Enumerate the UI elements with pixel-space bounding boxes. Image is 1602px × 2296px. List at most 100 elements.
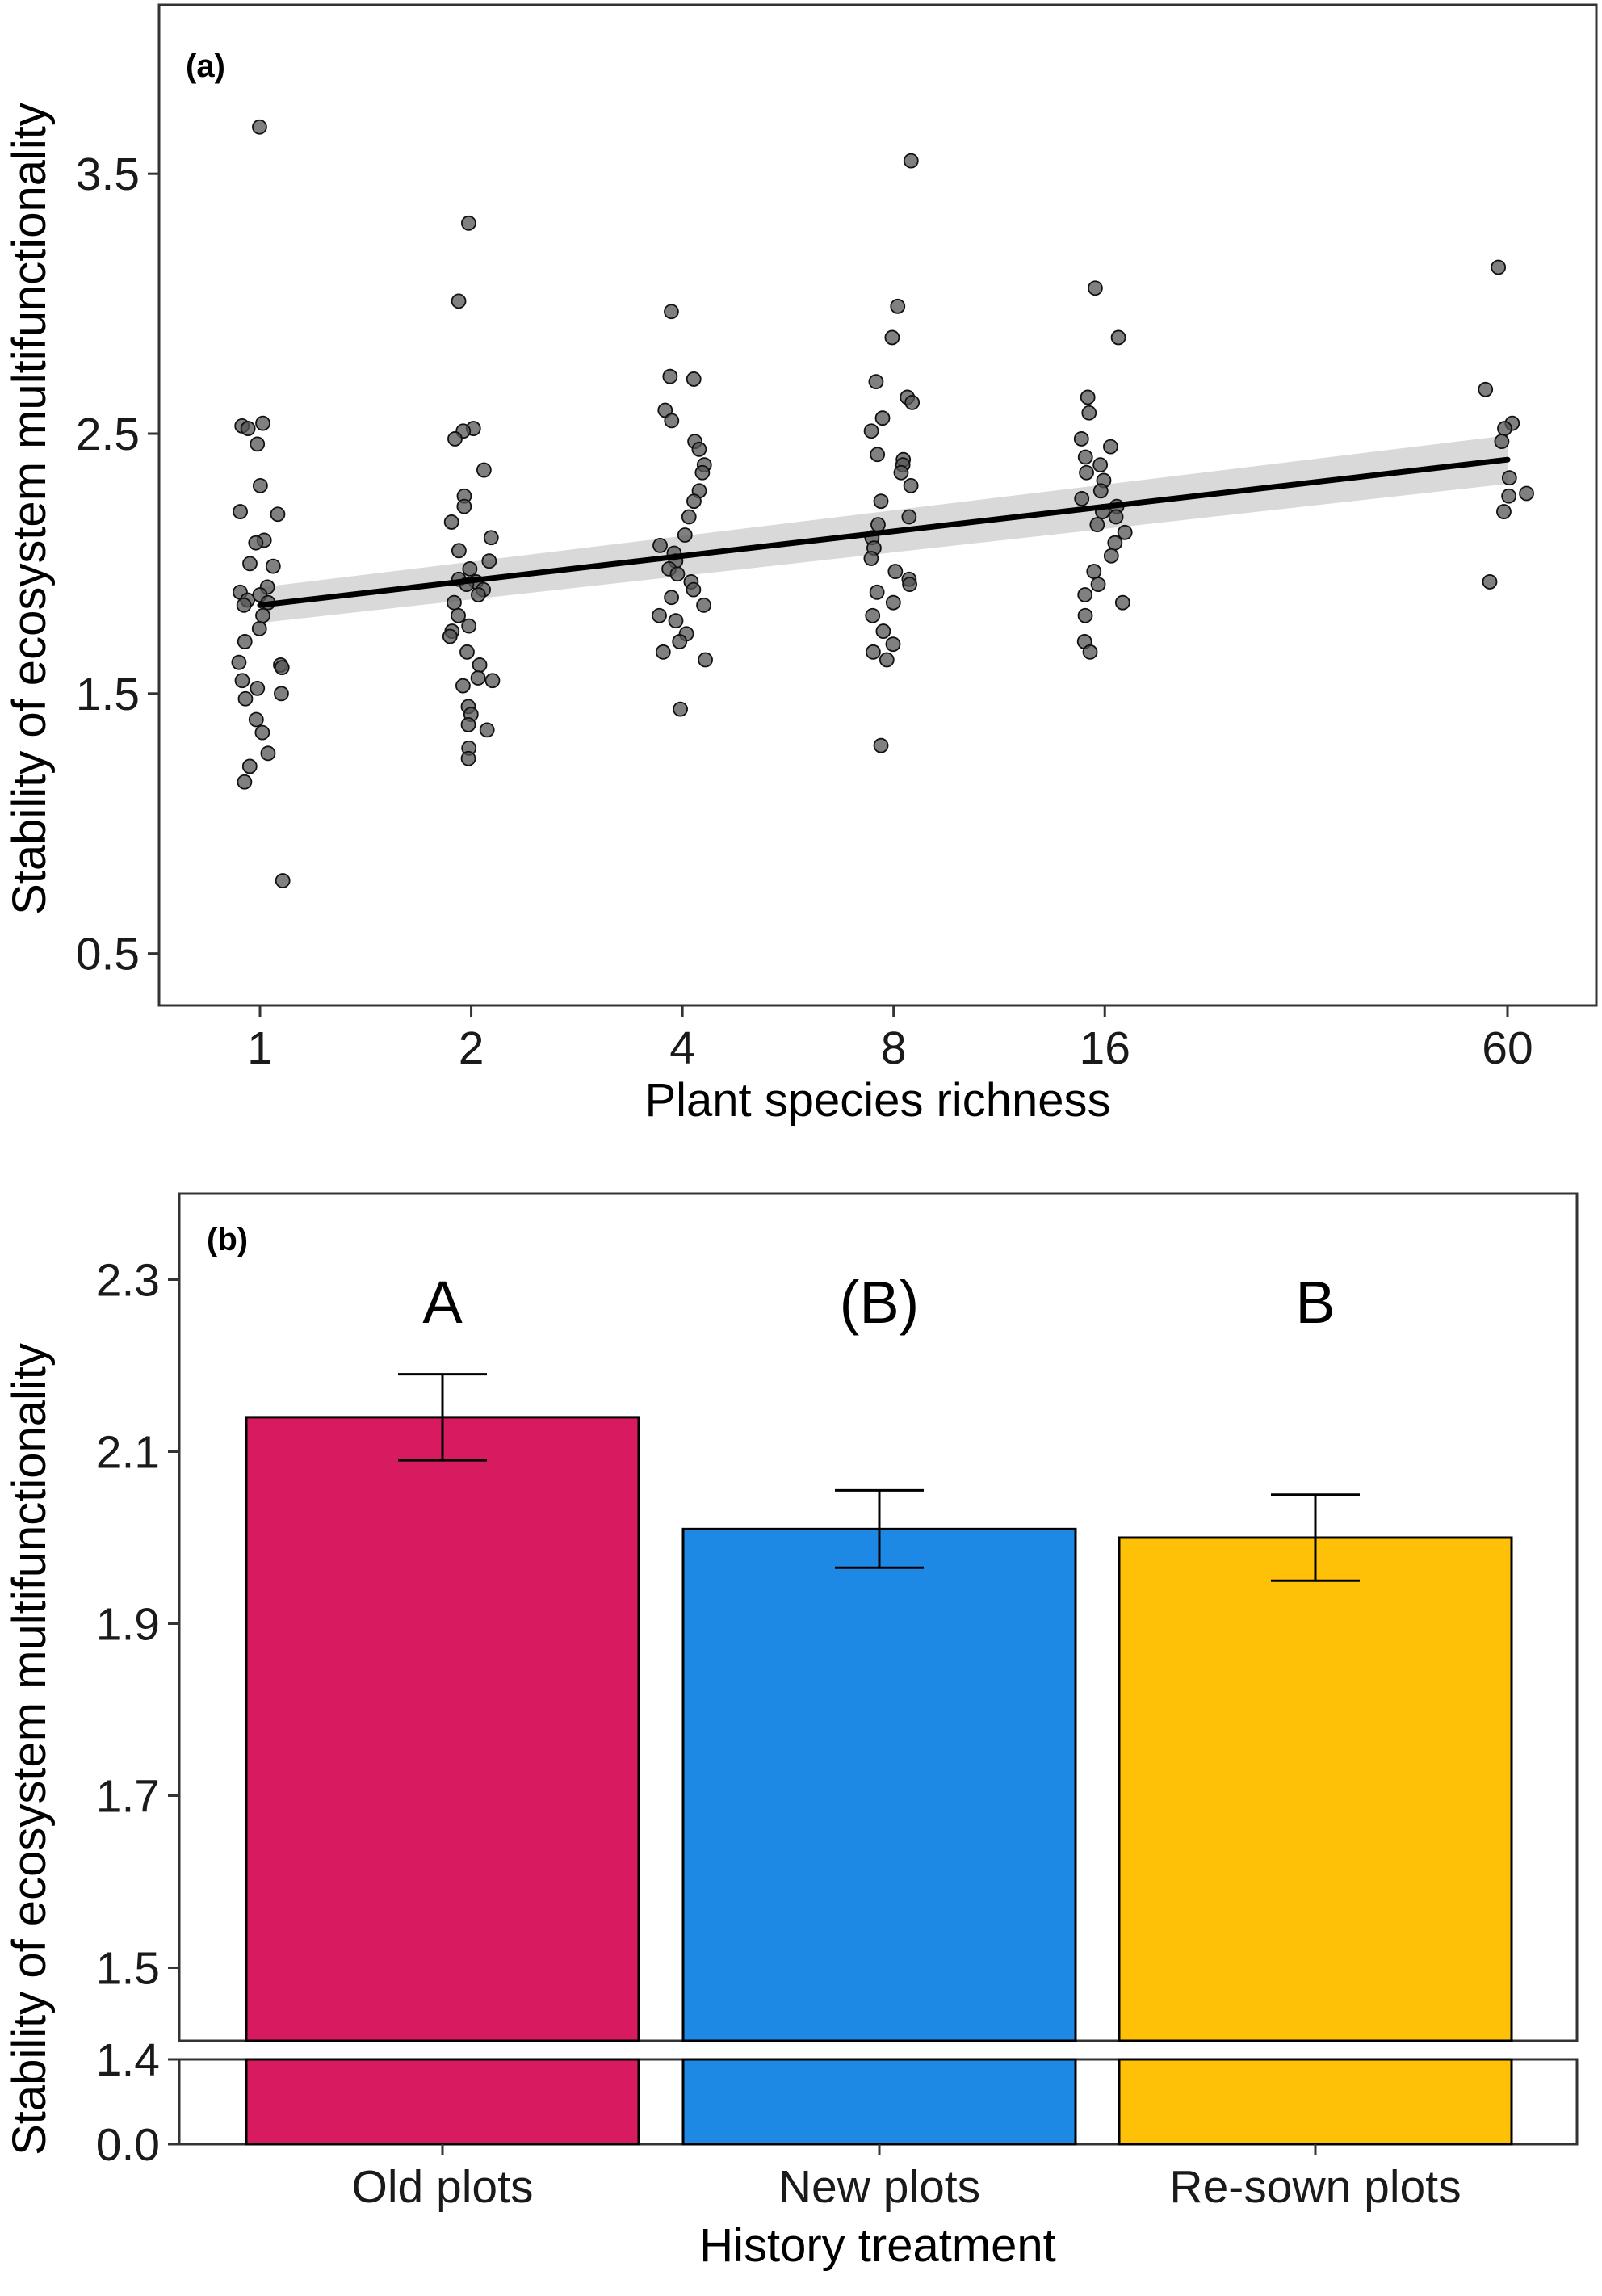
scatter-point: [873, 737, 889, 753]
scatter-point: [652, 537, 668, 553]
error-bar: [398, 1373, 487, 1462]
y-tick-label: 1.4: [96, 2034, 160, 2086]
scatter-point: [1110, 329, 1126, 346]
significance-label: (B): [840, 1269, 920, 1336]
scatter-point: [874, 410, 891, 426]
x-tick-label: New plots: [778, 2161, 980, 2213]
scatter-point: [1497, 421, 1512, 436]
scatter-point: [664, 304, 679, 320]
scatter-point: [455, 678, 471, 694]
bar-lower: [681, 2058, 1077, 2146]
scatter-point: [1089, 517, 1105, 533]
scatter-point: [875, 623, 891, 639]
y-axis-title: Stability of ecosystem multifunctionalit…: [3, 1343, 56, 2155]
scatter-point: [1501, 488, 1517, 504]
scatter-point: [1519, 485, 1534, 502]
scatter-point: [274, 686, 289, 702]
scatter-point: [255, 415, 270, 431]
scatter-point: [1081, 405, 1097, 421]
y-tick-label: 1.9: [96, 1598, 160, 1650]
scatter-point: [662, 368, 678, 384]
y-tick-label: 3.5: [76, 149, 140, 200]
scatter-point: [241, 758, 258, 774]
scatter-point: [1114, 594, 1130, 611]
scatter-point: [696, 598, 711, 613]
scatter-point: [1086, 564, 1102, 579]
scatter-point: [231, 654, 247, 670]
y-axis-ticks: 1.5 1.7 1.9 2.1 2.3 0.0 1.4: [96, 1254, 179, 2171]
scatter-point: [1491, 259, 1507, 275]
x-axis-title: History treatment: [699, 2219, 1056, 2272]
y-axis-title: Stability of ecosystem multifunctionalit…: [3, 103, 56, 915]
scatter-point: [479, 722, 495, 738]
y-tick-label: 0.0: [96, 2119, 160, 2171]
x-tick-label: 4: [669, 1022, 695, 1074]
scatter-point: [481, 553, 497, 569]
x-tick-label: 60: [1482, 1022, 1533, 1074]
y-tick-label: 2.1: [96, 1426, 160, 1478]
scatter-point: [242, 556, 258, 572]
scatter-point: [885, 636, 901, 653]
scatter-point: [251, 620, 267, 636]
scatter-point: [1103, 548, 1119, 564]
scatter-point: [236, 598, 252, 613]
scatter-point: [1077, 449, 1093, 465]
scatter-point: [250, 436, 266, 452]
x-axis-ticks: 1 2 4 8 16 60: [247, 1005, 1533, 1074]
y-tick-label: 0.5: [76, 929, 140, 980]
scatter-point: [233, 504, 248, 519]
scatter-point: [1077, 607, 1093, 623]
scatter-point: [1494, 434, 1510, 450]
panel-b-label: (b): [207, 1222, 248, 1257]
scatter-point: [890, 298, 906, 314]
scatter-point: [1074, 491, 1090, 506]
scatter-point: [1080, 389, 1096, 405]
significance-label: B: [1295, 1269, 1335, 1336]
scatter-point: [1496, 504, 1512, 519]
scatter-point: [456, 498, 472, 514]
scatter-point: [1107, 535, 1123, 551]
x-tick-label: Re-sown plots: [1169, 2161, 1461, 2213]
scatter-point: [1079, 464, 1094, 481]
scatter-point: [461, 215, 476, 231]
scatter-point: [234, 673, 250, 689]
scatter-point: [237, 690, 254, 707]
bar-upper: [245, 1416, 640, 2042]
scatter-point: [669, 566, 686, 582]
y-tick-label: 2.3: [96, 1254, 160, 1306]
scatter-point: [472, 657, 488, 673]
scatter-point: [248, 535, 264, 551]
scatter-point: [442, 628, 458, 644]
scatter-point: [873, 493, 889, 510]
regression-line: [257, 456, 1511, 608]
scatter-point: [1108, 509, 1124, 525]
scatter-point: [1117, 524, 1133, 540]
scatter-point: [904, 394, 921, 410]
scatter-point: [870, 447, 886, 463]
scatter-points: [231, 119, 1534, 888]
scatter-point: [885, 594, 901, 611]
panel-a-label: (a): [186, 48, 225, 84]
significance-labels: A (B) B: [422, 1269, 1335, 1336]
scatter-point: [691, 441, 707, 457]
error-bar: [835, 1488, 924, 1569]
scatter-point: [668, 613, 684, 629]
scatter-point: [901, 509, 917, 525]
scatter-point: [451, 543, 467, 559]
scatter-point: [1092, 483, 1109, 499]
x-tick-label: 1: [247, 1022, 273, 1074]
y-tick-label: 2.5: [76, 409, 140, 460]
scatter-point: [1478, 381, 1494, 397]
scatter-point: [868, 374, 884, 390]
scatter-point: [694, 464, 711, 481]
scatter-point: [254, 724, 270, 741]
scatter-point: [240, 421, 256, 436]
scatter-point: [461, 618, 477, 634]
scatter-point: [1077, 587, 1093, 602]
scatter-point: [664, 590, 679, 606]
scatter-point: [677, 527, 693, 543]
scatter-point: [863, 551, 879, 566]
scatter-point: [1103, 439, 1118, 455]
scatter-point: [698, 652, 713, 668]
scatter-point: [270, 506, 286, 523]
